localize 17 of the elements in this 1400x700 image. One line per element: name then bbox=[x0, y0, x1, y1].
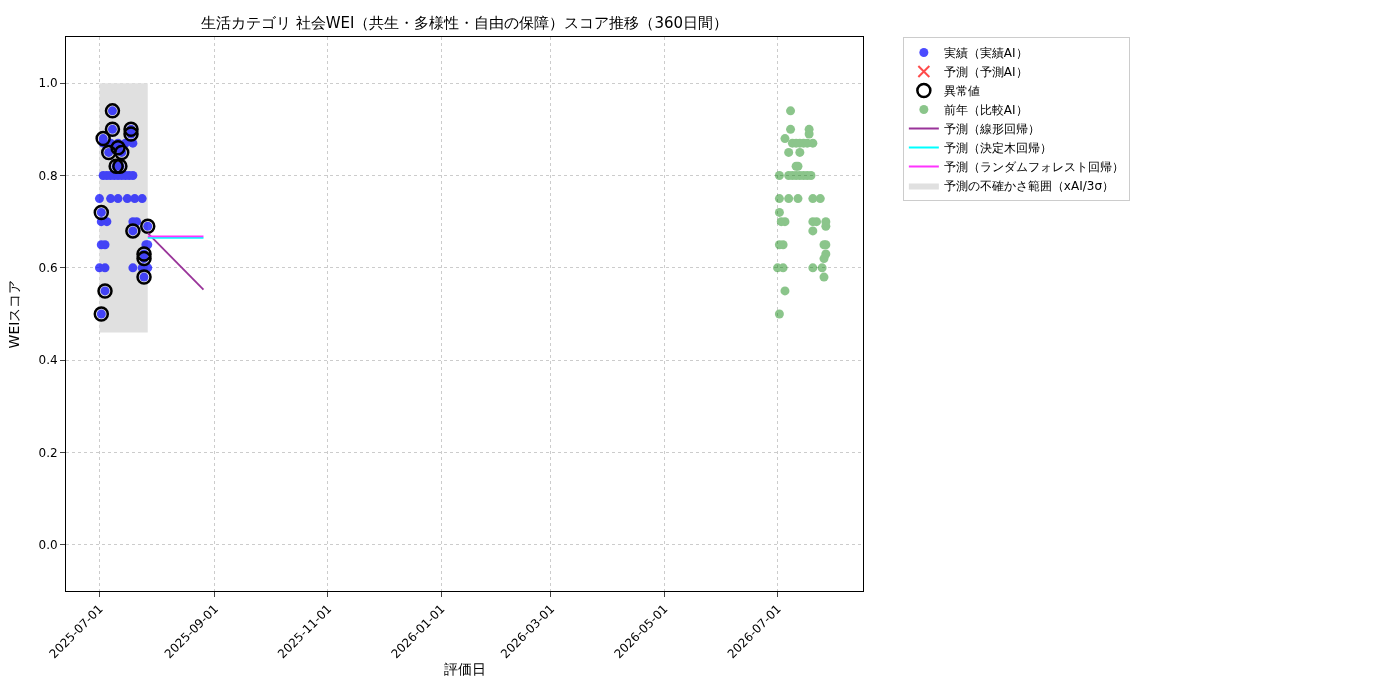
y-tick-label: 0.6 bbox=[38, 261, 58, 276]
legend-label: 前年（比較AI） bbox=[943, 103, 1028, 118]
legend-label: 予測（予測AI） bbox=[943, 65, 1028, 80]
y-tick-label: 0.0 bbox=[38, 538, 58, 553]
legend-label: 実績（実績AI） bbox=[943, 46, 1028, 61]
legend-label: 異常値 bbox=[943, 84, 980, 99]
y-tick-label: 0.8 bbox=[38, 168, 58, 183]
y-tick-label: 0.4 bbox=[38, 353, 58, 368]
y-axis-title: WEIスコア bbox=[6, 279, 23, 349]
y-tick-label: 0.2 bbox=[38, 445, 58, 460]
legend-label: 予測（決定木回帰） bbox=[943, 141, 1052, 156]
chart-title: 生活カテゴリ 社会WEI（共生・多様性・自由の保障）スコア推移（360日間） bbox=[200, 14, 729, 32]
legend-label: 予測（線形回帰） bbox=[943, 122, 1040, 137]
y-tick-label: 1.0 bbox=[38, 76, 58, 91]
legend-label: 予測（ランダムフォレスト回帰） bbox=[943, 160, 1124, 175]
x-axis-title: 評価日 bbox=[443, 661, 486, 678]
legend-label: 予測の不確かさ範囲（xAI/3σ） bbox=[943, 179, 1114, 194]
